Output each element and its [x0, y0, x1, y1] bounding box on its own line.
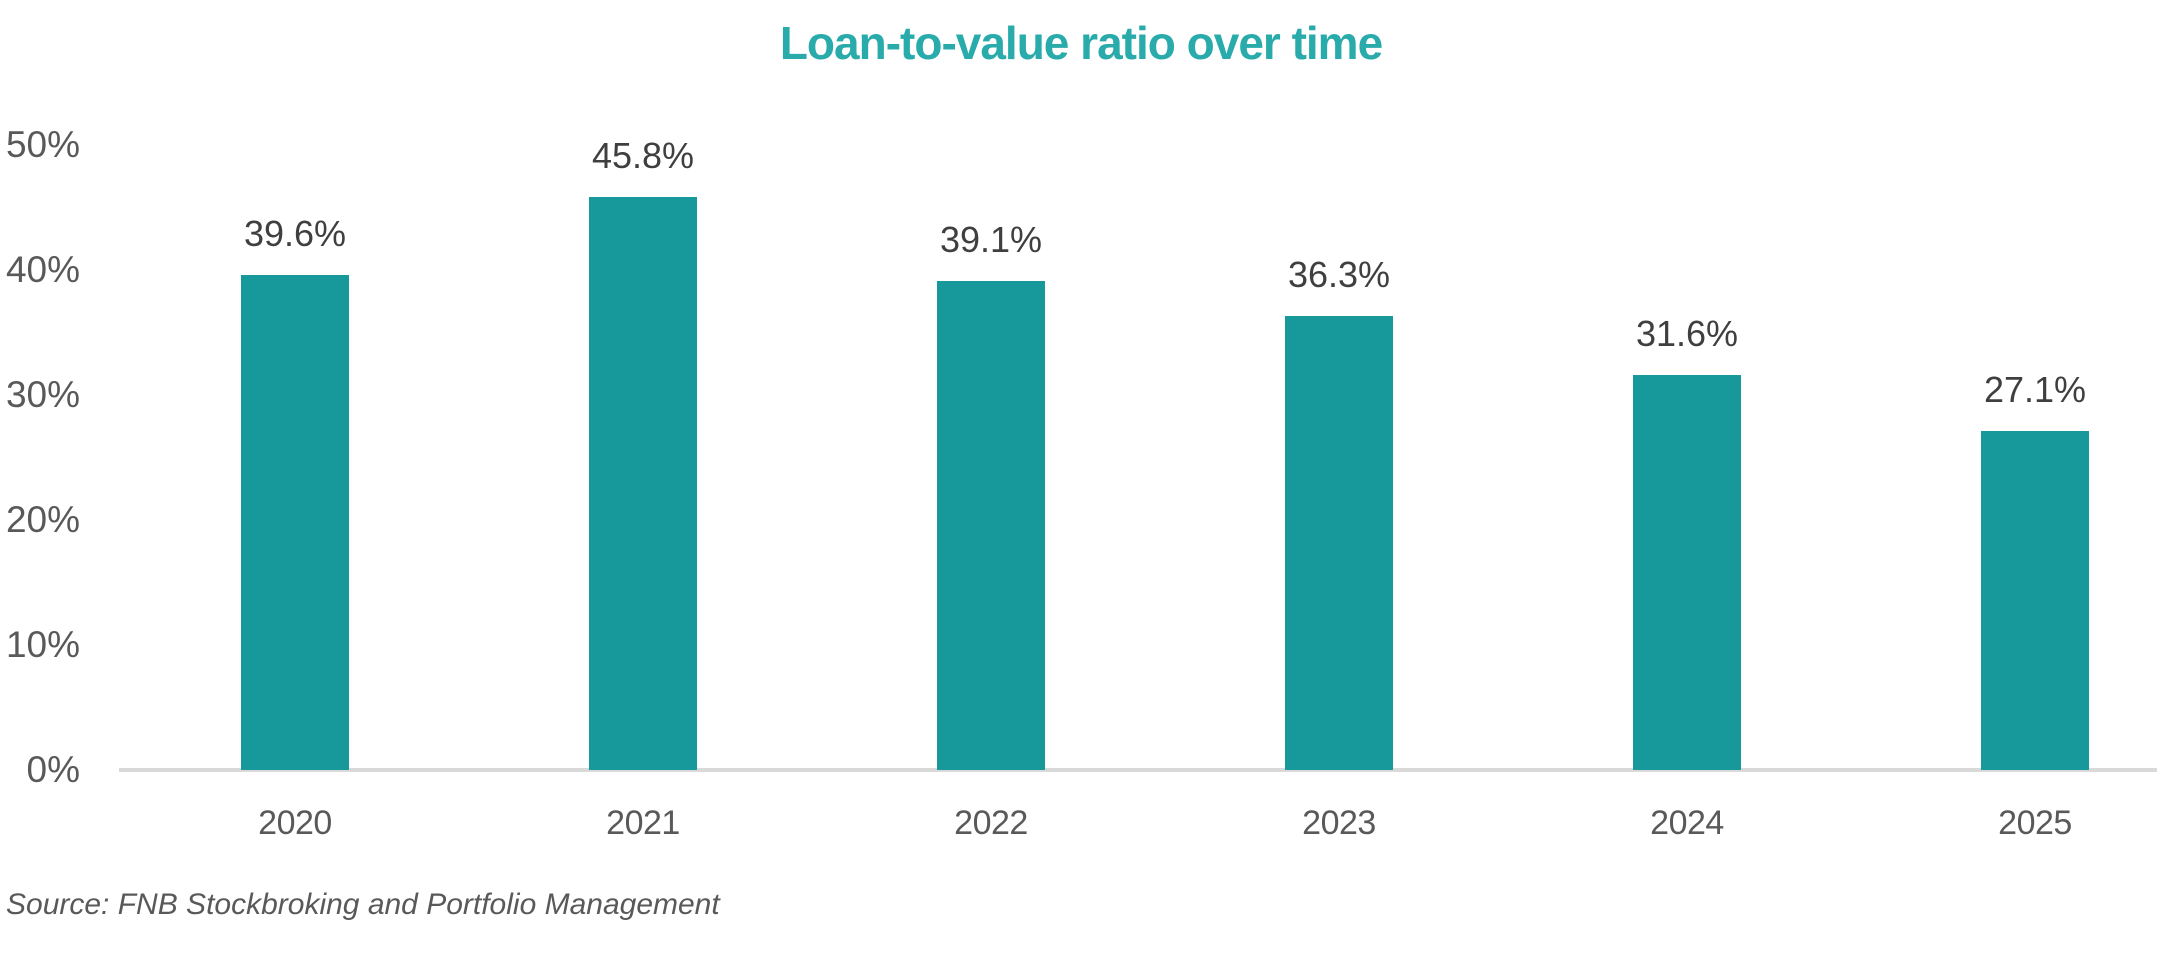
x-tick-label: 2021: [606, 804, 680, 842]
x-tick-label: 2024: [1650, 804, 1724, 842]
bar-2022: [937, 281, 1045, 770]
bar-value-label: 39.1%: [939, 219, 1043, 260]
chart-title: Loan-to-value ratio over time: [779, 17, 1383, 69]
bar-2021: [589, 197, 697, 770]
bar-value-label: 45.8%: [591, 135, 695, 176]
x-tick-label: 2022: [954, 804, 1028, 842]
bar-2023: [1285, 316, 1393, 770]
source-note: Source: FNB Stockbroking and Portfolio M…: [6, 888, 720, 921]
bar-2024: [1633, 375, 1741, 770]
y-tick-label: 40%: [5, 249, 80, 290]
x-tick-label: 2025: [1998, 804, 2072, 842]
bar-2020: [241, 275, 349, 770]
x-axis-line: [119, 768, 2157, 772]
bar-value-label: 27.1%: [1983, 369, 2087, 410]
bar-value-label: 31.6%: [1635, 313, 1739, 354]
x-tick-label: 2023: [1302, 804, 1376, 842]
y-tick-label: 50%: [5, 124, 80, 165]
y-tick-label: 0%: [26, 749, 80, 790]
y-tick-label: 20%: [5, 499, 80, 540]
x-tick-label: 2020: [258, 804, 332, 842]
bar-value-label: 36.3%: [1287, 254, 1391, 295]
bar-value-label: 39.6%: [243, 213, 347, 254]
y-tick-label: 30%: [5, 374, 80, 415]
bar-2025: [1981, 431, 2089, 770]
y-tick-label: 10%: [5, 624, 80, 665]
